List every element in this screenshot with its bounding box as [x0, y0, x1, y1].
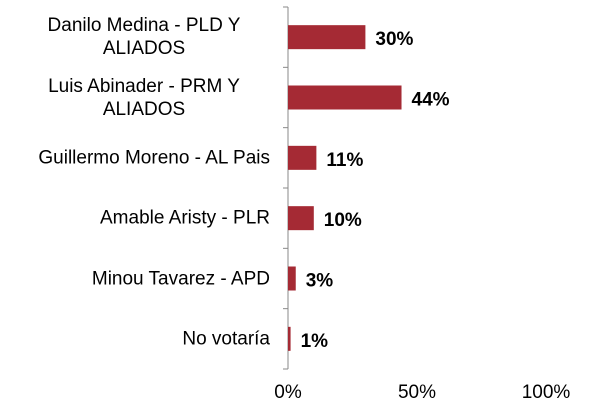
- bar: [288, 326, 291, 351]
- x-tick-label: 100%: [522, 382, 571, 403]
- category-label-box: Luis Abinader - PRM Y ALIADOS: [0, 75, 270, 121]
- value-label: 11%: [326, 150, 363, 171]
- category-label-box: Minou Tavarez - APD: [0, 267, 270, 290]
- category-label-box: No votaría: [0, 327, 270, 350]
- category-label: Amable Aristy - PLR: [100, 207, 270, 229]
- x-tick-label: 0%: [274, 382, 302, 403]
- value-label: 10%: [324, 210, 362, 231]
- category-label: Guillermo Moreno - AL Pais: [38, 147, 270, 169]
- bar: [288, 85, 402, 110]
- category-label: Danilo Medina - PLD Y ALIADOS: [47, 15, 241, 60]
- category-label-box: Danilo Medina - PLD Y ALIADOS: [0, 14, 270, 60]
- value-label: 44%: [412, 90, 450, 111]
- category-label: Luis Abinader - PRM Y ALIADOS: [48, 75, 240, 120]
- value-label: 1%: [301, 331, 329, 352]
- bar: [288, 145, 317, 170]
- bar: [288, 266, 296, 291]
- bar: [288, 25, 366, 50]
- category-label-box: Amable Aristy - PLR: [0, 207, 270, 230]
- value-label: 30%: [375, 29, 413, 50]
- x-tick-label: 50%: [398, 382, 436, 403]
- value-label: 3%: [306, 271, 334, 292]
- bar: [288, 206, 314, 231]
- category-label: No votaría: [182, 328, 270, 350]
- category-label-box: Guillermo Moreno - AL Pais: [0, 146, 270, 169]
- category-label: Minou Tavarez - APD: [91, 268, 270, 289]
